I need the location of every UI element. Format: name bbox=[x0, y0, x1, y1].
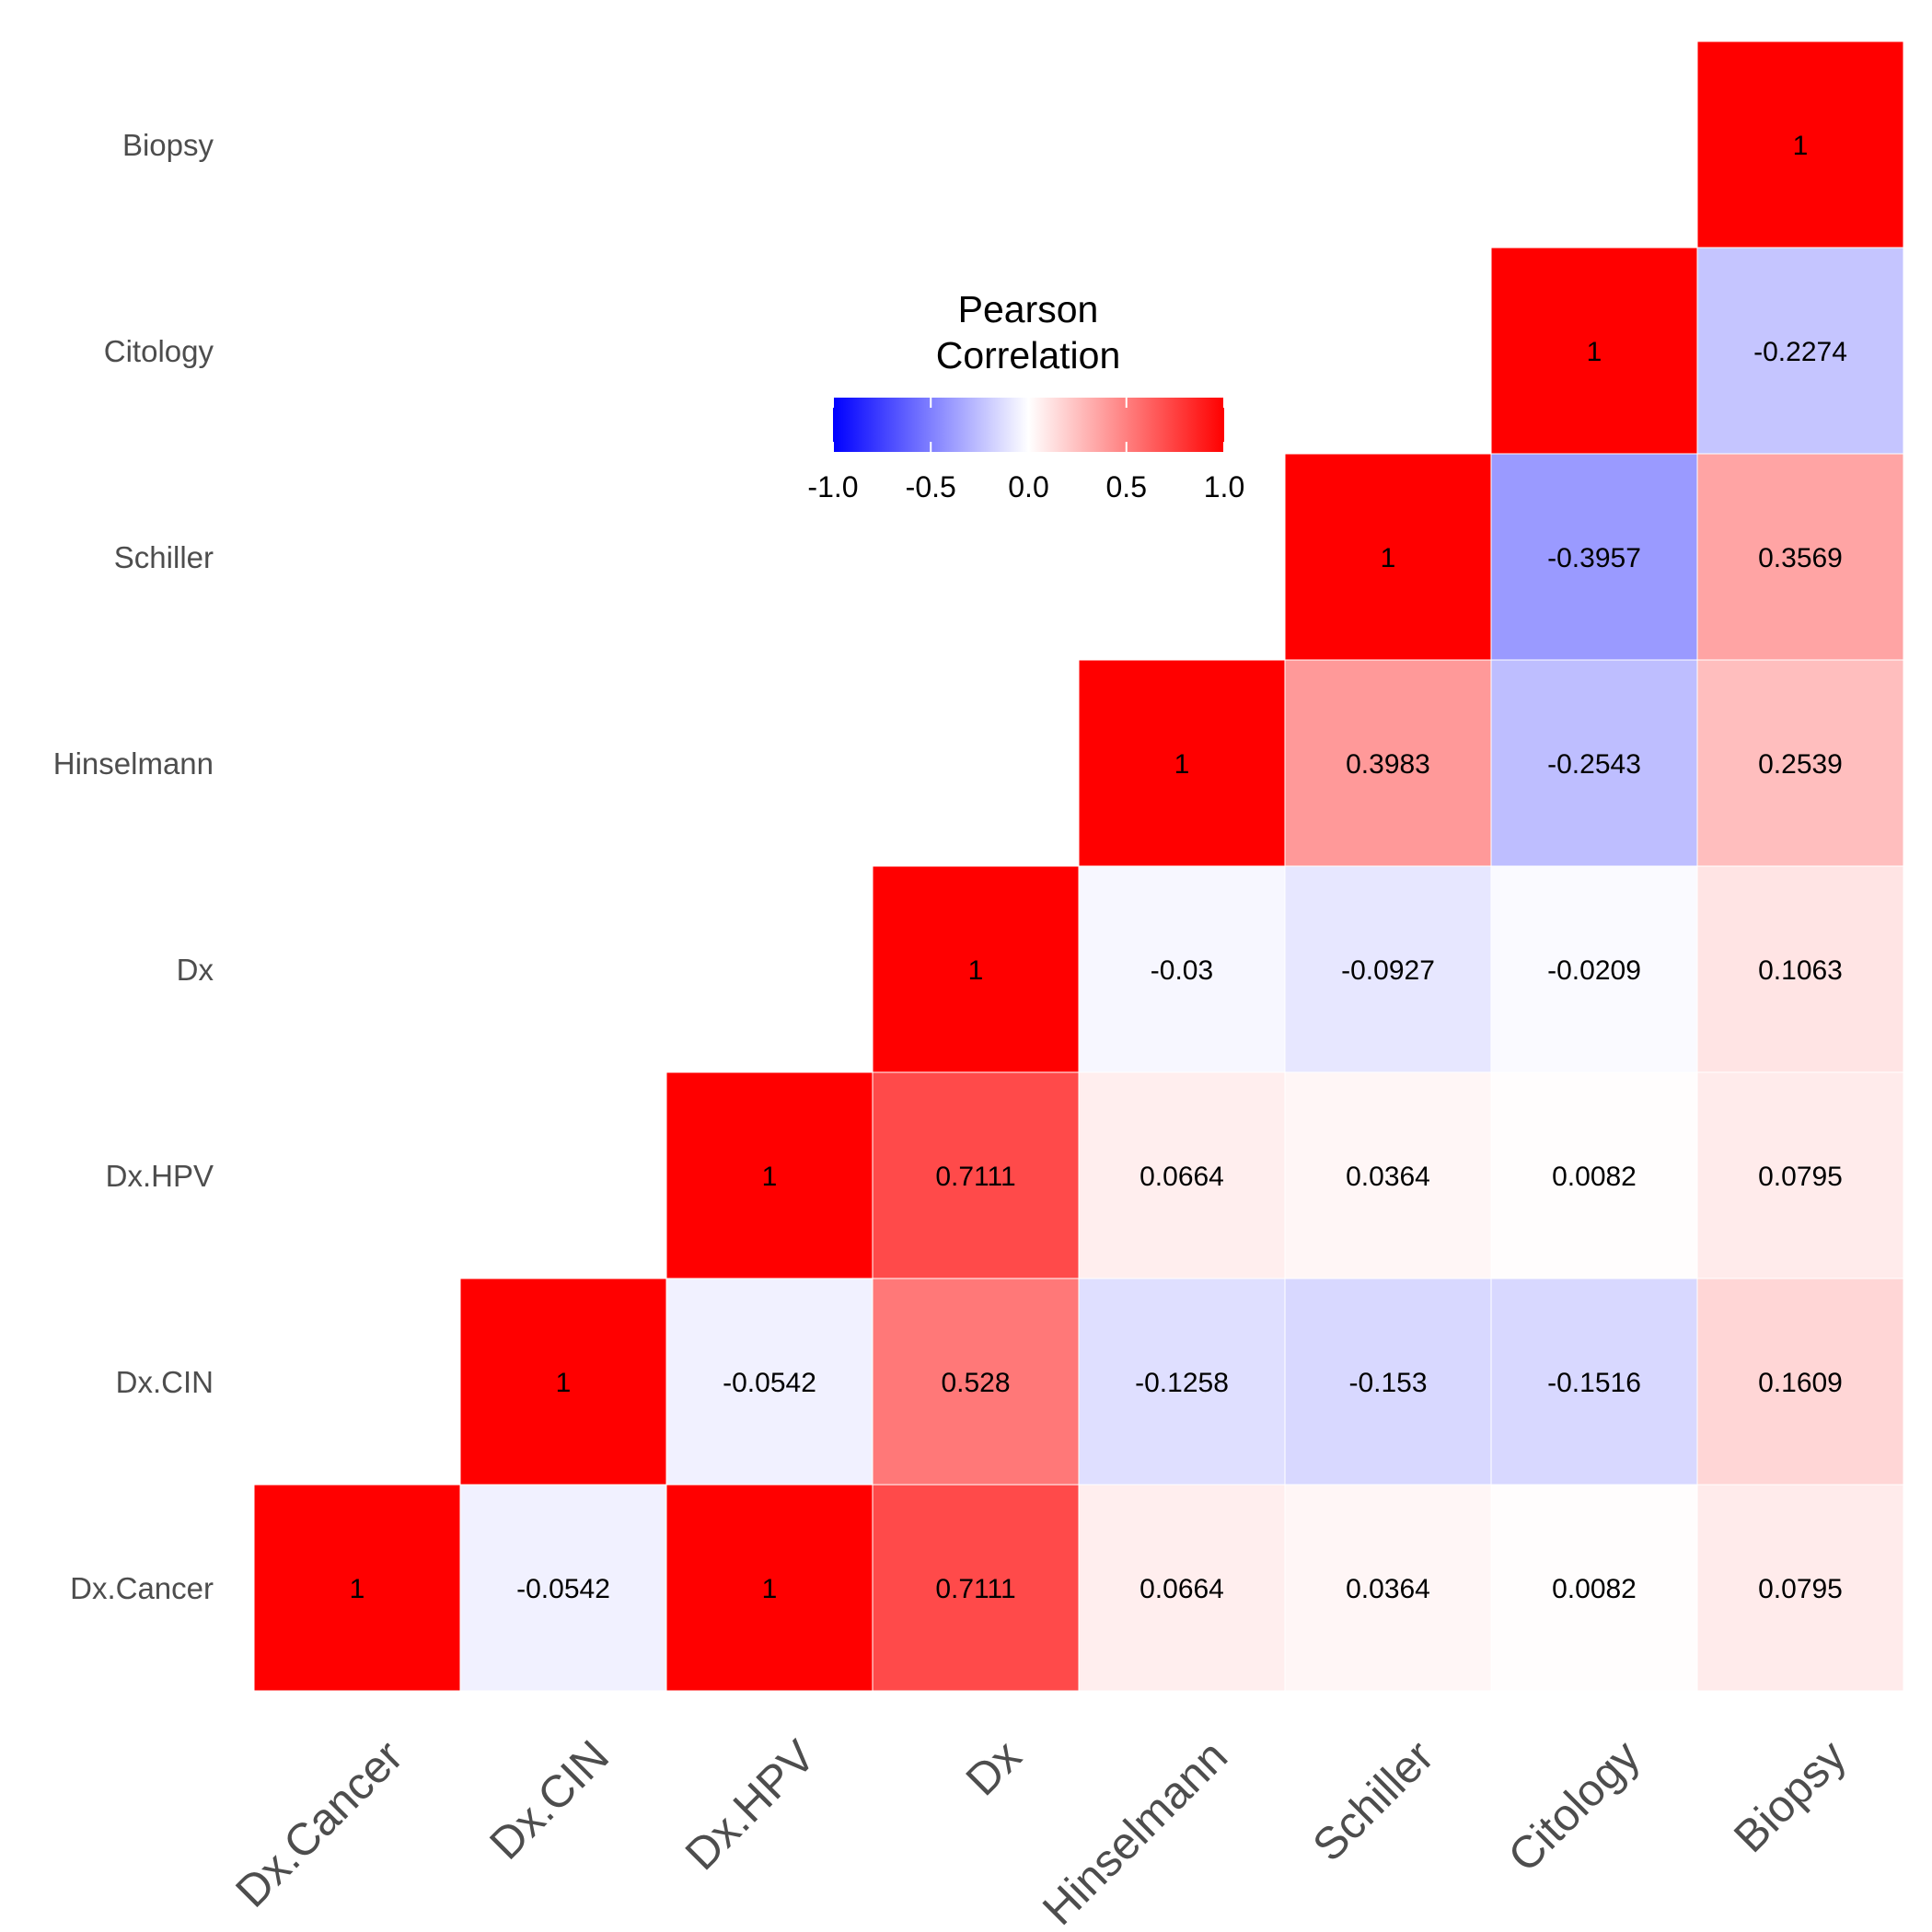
heatmap-cell-label: 1 bbox=[762, 1162, 778, 1192]
heatmap-cell bbox=[1696, 453, 1904, 661]
heatmap-cell-label: 0.0795 bbox=[1758, 1574, 1843, 1604]
heatmap-cell bbox=[1078, 865, 1286, 1073]
heatmap-cell-label: 0.0795 bbox=[1758, 1162, 1843, 1192]
heatmap-cell bbox=[1696, 40, 1904, 249]
heatmap-cell-label: 0.0082 bbox=[1552, 1574, 1637, 1604]
legend-tick-label: -0.5 bbox=[906, 470, 956, 503]
heatmap-cell-label: -0.03 bbox=[1151, 955, 1213, 986]
heatmap-cell-label: 0.0664 bbox=[1140, 1162, 1224, 1192]
heatmap-cell bbox=[872, 1071, 1080, 1279]
y-tick-label: Dx.Cancer bbox=[70, 1571, 214, 1605]
heatmap-cell bbox=[872, 1484, 1080, 1692]
heatmap-cell-label: 1 bbox=[762, 1574, 778, 1604]
legend-ticks: -1.0 -0.5 0.0 0.5 1.0 bbox=[807, 398, 1244, 503]
x-tick-label: Dx bbox=[957, 1731, 1032, 1806]
heatmap-cell bbox=[1696, 1071, 1904, 1279]
heatmap-cell-label: 1 bbox=[1793, 131, 1809, 161]
x-tick-label: Citology bbox=[1499, 1731, 1650, 1882]
heatmap-cell bbox=[1490, 865, 1698, 1073]
heatmap-cell-label: 0.0364 bbox=[1346, 1574, 1430, 1604]
heatmap-cell bbox=[459, 1278, 667, 1486]
heatmap-cell bbox=[872, 865, 1080, 1073]
legend-tick-label: 0.0 bbox=[1008, 470, 1048, 503]
heatmap-cell-label: 0.528 bbox=[941, 1368, 1010, 1398]
heatmap-cell bbox=[1696, 247, 1904, 455]
heatmap-cell-label: 1 bbox=[1381, 543, 1396, 573]
heatmap-cell-label: -0.153 bbox=[1348, 1368, 1427, 1398]
heatmap-cell bbox=[1490, 1071, 1698, 1279]
y-tick-label: Schiller bbox=[114, 540, 214, 574]
heatmap-cell-label: -0.0209 bbox=[1547, 955, 1641, 986]
heatmap-cell-labels: 1 -0.0542 1 0.7111 0.0664 0.0364 0.0082 0.0795 1… bbox=[350, 131, 1847, 1604]
x-tick-label: Dx.HPV bbox=[677, 1731, 826, 1880]
y-tick-label: Dx.HPV bbox=[106, 1159, 214, 1193]
heatmap-cell-label: -0.1516 bbox=[1547, 1368, 1641, 1398]
heatmap-cell-label: 0.1063 bbox=[1758, 955, 1843, 986]
heatmap-cell bbox=[1696, 1278, 1904, 1486]
heatmap-cell-label: 1 bbox=[350, 1574, 365, 1604]
heatmap-cell bbox=[1696, 1484, 1904, 1692]
heatmap-cell-label: -0.0927 bbox=[1341, 955, 1435, 986]
heatmap-cell bbox=[1696, 659, 1904, 867]
heatmap-cell bbox=[1078, 1071, 1286, 1279]
heatmap-cell-label: 1 bbox=[556, 1368, 572, 1398]
heatmap-cell bbox=[1284, 1278, 1492, 1486]
heatmap-cell-label: 1 bbox=[968, 955, 984, 986]
y-tick-label: Dx.CIN bbox=[116, 1365, 214, 1399]
heatmap-cell-label: 0.7111 bbox=[935, 1574, 1015, 1604]
heatmap-cell-label: 0.2539 bbox=[1758, 749, 1843, 780]
heatmap-cell-label: 1 bbox=[1174, 749, 1190, 780]
heatmap-cell-label: -0.2274 bbox=[1753, 337, 1847, 367]
heatmap-cell-label: -0.0542 bbox=[516, 1574, 610, 1604]
x-axis: Dx.Cancer Dx.CIN Dx.HPV Dx Hinselmann Schille… bbox=[226, 1731, 1856, 1932]
y-tick-label: Citology bbox=[104, 334, 214, 368]
heatmap-cell bbox=[1284, 659, 1492, 867]
legend-tick-label: -1.0 bbox=[807, 470, 858, 503]
heatmap-cell-label: 0.1609 bbox=[1758, 1368, 1843, 1398]
heatmap-cell bbox=[1078, 659, 1286, 867]
heatmap-cell bbox=[1490, 247, 1698, 455]
x-tick-label: Dx.Cancer bbox=[226, 1731, 412, 1917]
x-tick-label: Schiller bbox=[1303, 1731, 1443, 1871]
heatmap-cell-label: 0.3983 bbox=[1346, 749, 1430, 780]
heatmap-cell-label: 0.0364 bbox=[1346, 1162, 1430, 1192]
heatmap-cell bbox=[665, 1071, 873, 1279]
heatmap-cell bbox=[459, 1484, 667, 1692]
heatmap-cell-label: 1 bbox=[1587, 337, 1602, 367]
heatmap-cell-label: 0.7111 bbox=[935, 1162, 1015, 1192]
y-tick-label: Hinselmann bbox=[53, 746, 214, 781]
heatmap-cell bbox=[1078, 1484, 1286, 1692]
heatmap-cell bbox=[1284, 1484, 1492, 1692]
y-tick-label: Dx bbox=[177, 953, 214, 987]
heatmap-cell-label: 0.0664 bbox=[1140, 1574, 1224, 1604]
heatmap-cells bbox=[253, 40, 1904, 1692]
legend-tick-label: 0.5 bbox=[1106, 470, 1147, 503]
heatmap-cell-label: -0.1258 bbox=[1135, 1368, 1229, 1398]
heatmap-cell-label: 0.0082 bbox=[1552, 1162, 1637, 1192]
heatmap-cell-label: -0.0542 bbox=[723, 1368, 816, 1398]
heatmap-cell bbox=[665, 1278, 873, 1486]
legend-title-line1: Pearson bbox=[958, 288, 1099, 330]
heatmap-cell-label: -0.3957 bbox=[1547, 543, 1641, 573]
legend-title-line2: Correlation bbox=[936, 334, 1121, 376]
heatmap-cell bbox=[1284, 1071, 1492, 1279]
y-tick-label: Biopsy bbox=[122, 128, 214, 162]
heatmap-cell bbox=[1490, 1484, 1698, 1692]
heatmap-cell-label: -0.2543 bbox=[1547, 749, 1641, 780]
heatmap-cell bbox=[1078, 1278, 1286, 1486]
x-tick-label: Dx.CIN bbox=[480, 1731, 619, 1869]
legend-tick-label: 1.0 bbox=[1204, 470, 1244, 503]
heatmap-cell bbox=[1284, 453, 1492, 661]
heatmap-cell-label: 0.3569 bbox=[1758, 543, 1843, 573]
y-axis: Dx.Cancer Dx.CIN Dx.HPV Dx Hinselmann Schille… bbox=[53, 128, 214, 1605]
x-tick-label: Hinselmann bbox=[1034, 1731, 1237, 1932]
heatmap-cell bbox=[1696, 865, 1904, 1073]
heatmap-cell bbox=[253, 1484, 461, 1692]
color-legend: Pearson Correlation -1.0 -0.5 0.0 0.5 1.0 bbox=[807, 288, 1244, 503]
heatmap-cell bbox=[1490, 659, 1698, 867]
x-tick-label: Biopsy bbox=[1725, 1731, 1857, 1863]
